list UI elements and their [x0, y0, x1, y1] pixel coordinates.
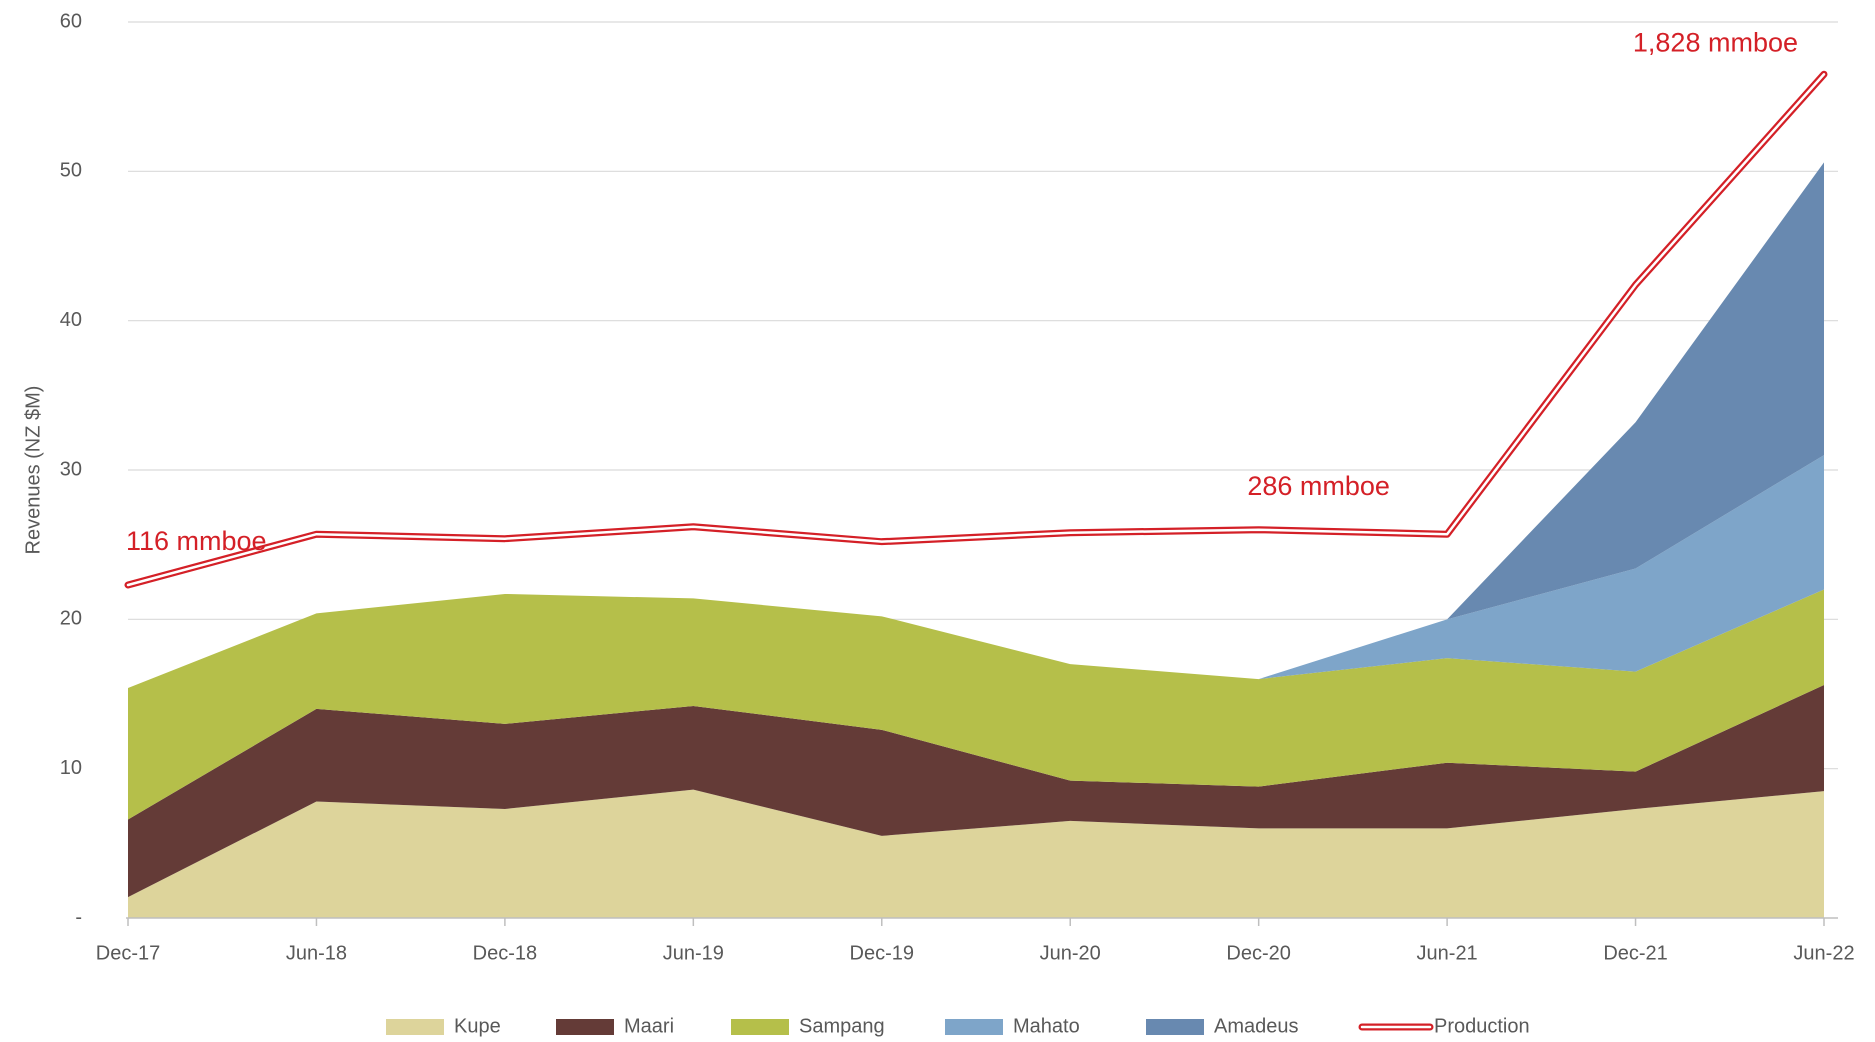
x-tick-label: Jun-19: [663, 942, 724, 964]
y-tick-label: 40: [60, 309, 82, 331]
x-tick-label: Dec-18: [473, 942, 537, 964]
area: [128, 685, 1824, 898]
legend-swatch: [731, 1019, 789, 1035]
y-tick-label: 20: [60, 608, 82, 630]
area: [128, 589, 1824, 820]
legend-swatch: [556, 1019, 614, 1035]
x-tick-label: Jun-22: [1793, 942, 1854, 964]
x-tick-label: Dec-17: [96, 942, 160, 964]
y-tick-label: 60: [60, 10, 82, 32]
x-tick-label: Dec-21: [1603, 942, 1667, 964]
legend-label: Maari: [624, 1015, 674, 1037]
x-tick-label: Jun-18: [286, 942, 347, 964]
annotation: 1,828 mmboe: [1633, 27, 1798, 57]
legend-label: Amadeus: [1214, 1015, 1299, 1037]
y-tick-label: 30: [60, 458, 82, 480]
y-tick-label: 50: [60, 160, 82, 182]
legend-label: Mahato: [1013, 1015, 1080, 1037]
area: [1258, 162, 1824, 680]
legend-label: Kupe: [454, 1015, 501, 1037]
annotation: 286 mmboe: [1247, 471, 1390, 501]
legend-label: Sampang: [799, 1015, 885, 1037]
line-highlight: [126, 73, 1826, 587]
legend-swatch: [945, 1019, 1003, 1035]
annotation: 116 mmboe: [126, 526, 267, 556]
area: [1258, 455, 1824, 680]
x-tick-label: Jun-21: [1417, 942, 1478, 964]
x-tick-label: Dec-20: [1226, 942, 1290, 964]
legend-swatch: [1146, 1019, 1204, 1035]
area: [128, 789, 1824, 918]
legend-swatch: [386, 1019, 444, 1035]
y-axis-label: Revenues (NZ $M): [22, 386, 44, 555]
x-tick-label: Jun-20: [1040, 942, 1101, 964]
y-tick-label: -: [75, 906, 82, 928]
x-tick-label: Dec-19: [850, 942, 914, 964]
legend-label: Production: [1434, 1015, 1530, 1037]
y-tick-label: 10: [60, 757, 82, 779]
